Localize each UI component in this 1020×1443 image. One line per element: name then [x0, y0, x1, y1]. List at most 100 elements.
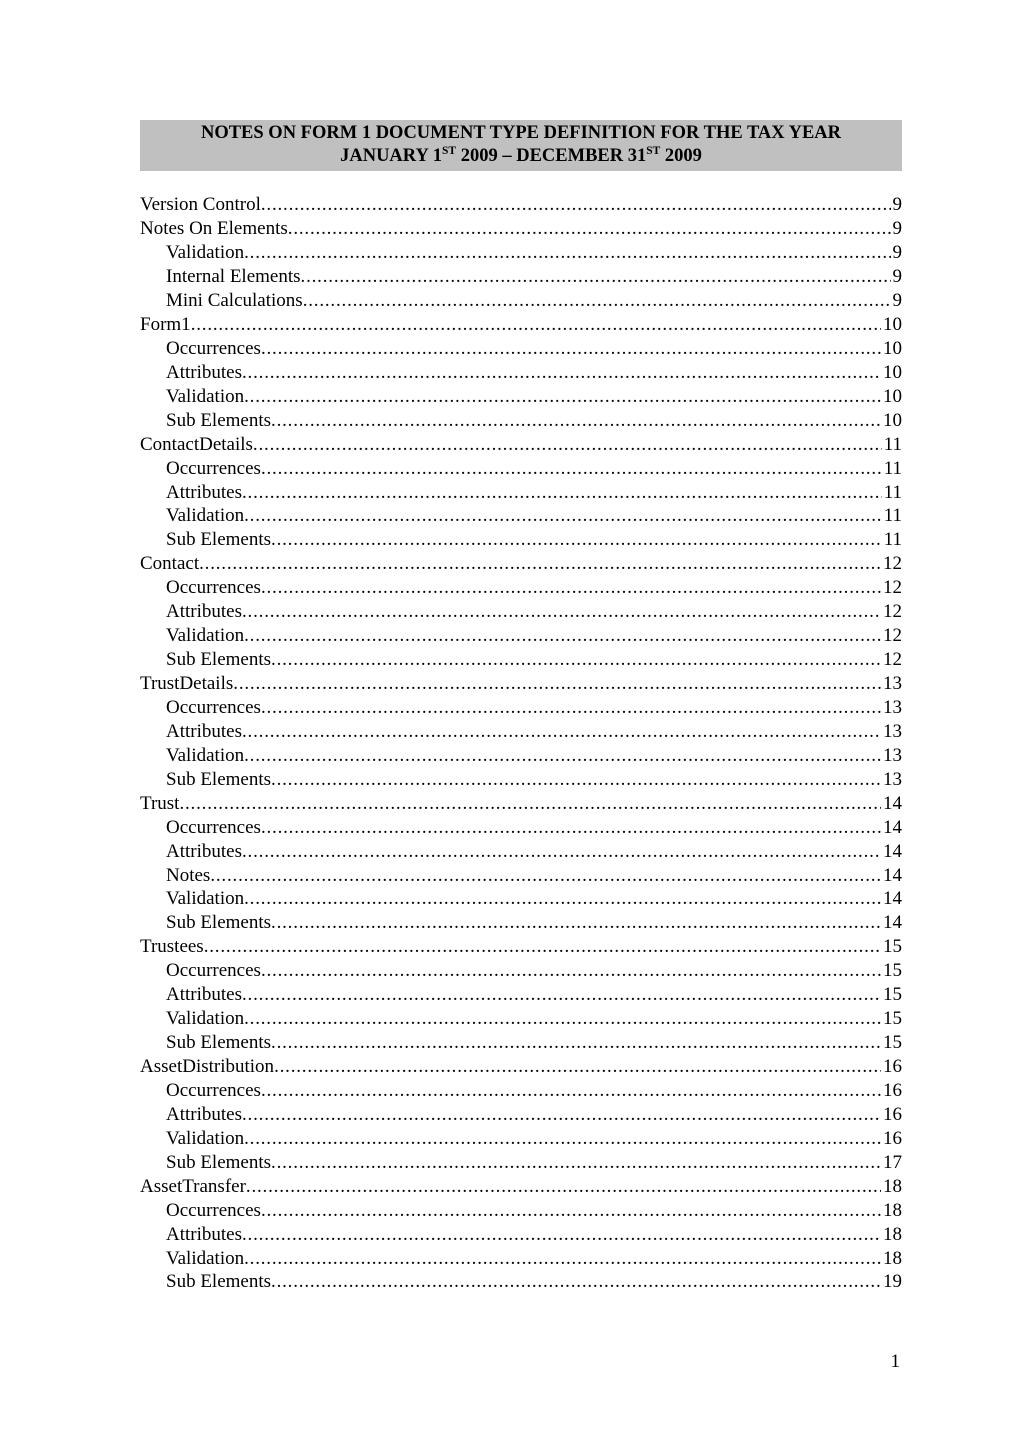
toc-entry: Attributes14 — [140, 840, 902, 864]
toc-entry: TrustDetails13 — [140, 672, 902, 696]
toc-entry-label: Notes — [166, 864, 210, 888]
toc-entry-label: Occurrences — [166, 457, 261, 481]
toc-entry: Sub Elements 13 — [140, 768, 902, 792]
toc-entry: AssetDistribution16 — [140, 1055, 902, 1079]
toc-entry-label: Validation — [166, 1007, 244, 1031]
toc-entry-label: Occurrences — [166, 576, 261, 600]
toc-dot-leader — [244, 887, 881, 911]
toc-dot-leader — [244, 1247, 881, 1271]
toc-entry: Sub Elements14 — [140, 911, 902, 935]
toc-entry: Sub Elements 15 — [140, 1031, 902, 1055]
document-page: NOTES ON FORM 1 DOCUMENT TYPE DEFINITION… — [0, 0, 1020, 1443]
toc-entry-label: Sub Elements — [166, 768, 271, 792]
toc-dot-leader — [244, 385, 881, 409]
toc-entry-label: Validation — [166, 744, 244, 768]
toc-entry-page: 11 — [882, 457, 902, 481]
toc-entry-label: Validation — [166, 624, 244, 648]
toc-entry: Internal Elements 9 — [140, 265, 902, 289]
toc-entry-page: 15 — [881, 1007, 902, 1031]
toc-dot-leader — [242, 361, 881, 385]
toc-dot-leader — [244, 624, 881, 648]
toc-dot-leader — [244, 504, 882, 528]
toc-entry-page: 11 — [882, 528, 902, 552]
toc-entry: Attributes12 — [140, 600, 902, 624]
toc-entry-page: 18 — [881, 1175, 902, 1199]
toc-entry-label: Form1 — [140, 313, 191, 337]
toc-entry: Validation10 — [140, 385, 902, 409]
toc-entry-label: Mini Calculations — [166, 289, 303, 313]
toc-entry: Attributes15 — [140, 983, 902, 1007]
toc-dot-leader — [261, 576, 881, 600]
toc-entry-label: Internal Elements — [166, 265, 301, 289]
toc-entry-page: 13 — [881, 720, 902, 744]
toc-entry-page: 16 — [881, 1079, 902, 1103]
toc-entry: Trustees15 — [140, 935, 902, 959]
toc-entry-page: 10 — [881, 409, 902, 433]
toc-entry-page: 10 — [881, 337, 902, 361]
toc-dot-leader — [261, 457, 882, 481]
toc-entry-label: Sub Elements — [166, 409, 271, 433]
toc-entry-page: 11 — [882, 481, 902, 505]
toc-entry: Notes On Elements9 — [140, 217, 902, 241]
toc-entry-page: 15 — [881, 1031, 902, 1055]
toc-entry: Occurrences15 — [140, 959, 902, 983]
toc-entry: Validation18 — [140, 1247, 902, 1271]
toc-entry-page: 13 — [881, 768, 902, 792]
toc-entry-page: 18 — [881, 1247, 902, 1271]
toc-entry-page: 10 — [881, 385, 902, 409]
toc-dot-leader — [271, 1151, 881, 1175]
toc-entry: Validation9 — [140, 241, 902, 265]
toc-entry-label: Validation — [166, 241, 244, 265]
toc-entry-page: 12 — [881, 600, 902, 624]
toc-dot-leader — [261, 337, 881, 361]
toc-entry-page: 14 — [881, 911, 902, 935]
toc-entry-label: Attributes — [166, 1103, 242, 1127]
toc-dot-leader — [253, 433, 882, 457]
toc-entry-label: ContactDetails — [140, 433, 253, 457]
toc-dot-leader — [271, 768, 881, 792]
toc-dot-leader — [271, 648, 881, 672]
toc-dot-leader — [244, 744, 881, 768]
toc-entry: Contact12 — [140, 552, 902, 576]
toc-dot-leader — [261, 696, 881, 720]
toc-entry-label: Attributes — [166, 1223, 242, 1247]
toc-entry-page: 14 — [881, 840, 902, 864]
toc-entry: Validation 12 — [140, 624, 902, 648]
toc-dot-leader — [244, 1127, 881, 1151]
toc-entry-label: TrustDetails — [140, 672, 233, 696]
toc-entry: Sub Elements 17 — [140, 1151, 902, 1175]
toc-entry: Validation 15 — [140, 1007, 902, 1031]
toc-entry-page: 9 — [891, 289, 903, 313]
page-number: 1 — [891, 1351, 901, 1373]
toc-entry-label: Version Control — [140, 193, 261, 217]
toc-dot-leader — [204, 935, 881, 959]
toc-entry-page: 9 — [891, 265, 903, 289]
toc-entry: Attributes10 — [140, 361, 902, 385]
toc-entry-page: 14 — [881, 864, 902, 888]
toc-entry-page: 16 — [881, 1127, 902, 1151]
toc-dot-leader — [210, 864, 881, 888]
toc-entry-page: 12 — [881, 624, 902, 648]
toc-entry-label: Sub Elements — [166, 1031, 271, 1055]
title-band: NOTES ON FORM 1 DOCUMENT TYPE DEFINITION… — [140, 120, 902, 171]
toc-dot-leader — [271, 1031, 881, 1055]
toc-entry-label: Attributes — [166, 361, 242, 385]
toc-dot-leader — [274, 1055, 881, 1079]
toc-dot-leader — [261, 1079, 881, 1103]
toc-dot-leader — [271, 911, 881, 935]
toc-dot-leader — [242, 840, 881, 864]
toc-entry-page: 17 — [881, 1151, 902, 1175]
toc-entry-label: Sub Elements — [166, 1151, 271, 1175]
toc-entry-page: 18 — [881, 1199, 902, 1223]
toc-entry: Occurrences10 — [140, 337, 902, 361]
toc-entry-label: Trust — [140, 792, 179, 816]
toc-entry-page: 9 — [891, 193, 903, 217]
toc-entry-label: Validation — [166, 1127, 244, 1151]
toc-entry: Trust14 — [140, 792, 902, 816]
toc-dot-leader — [271, 409, 881, 433]
toc-entry-label: Sub Elements — [166, 648, 271, 672]
toc-dot-leader — [303, 289, 891, 313]
toc-entry-page: 15 — [881, 959, 902, 983]
toc-entry-label: Attributes — [166, 481, 242, 505]
toc-entry: Occurrences16 — [140, 1079, 902, 1103]
